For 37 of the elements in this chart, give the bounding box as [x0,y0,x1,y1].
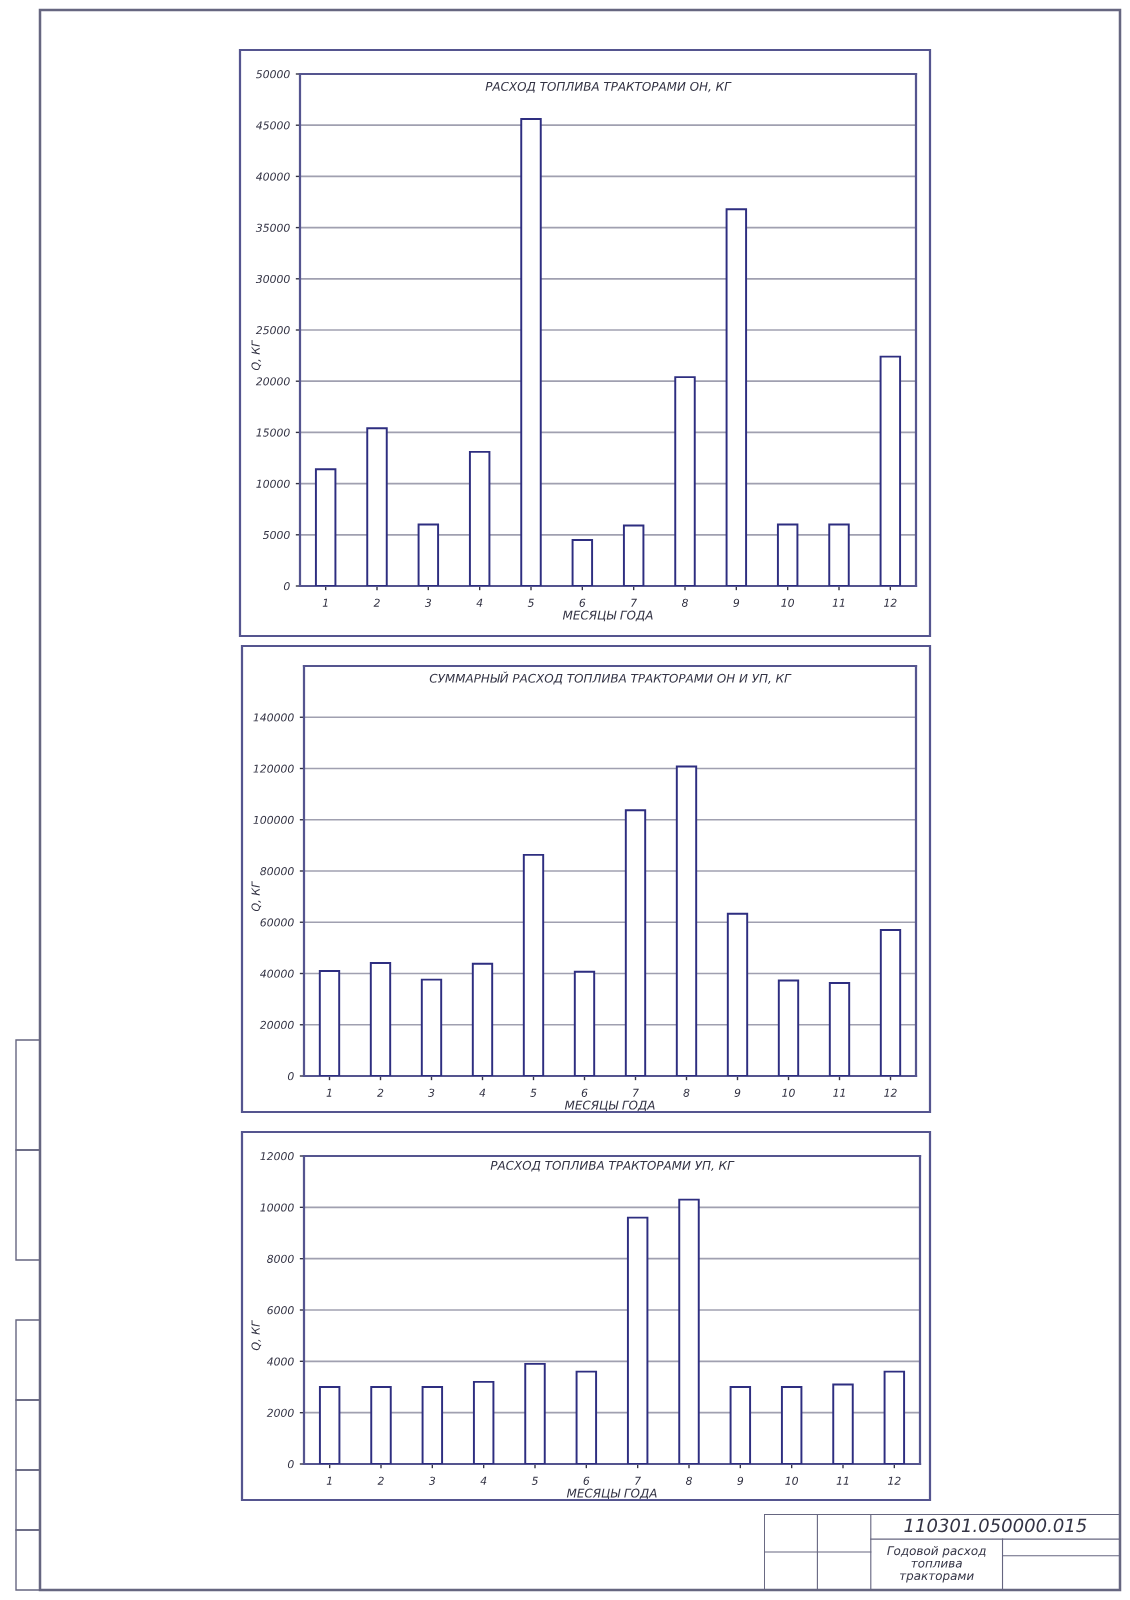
bar [318,969,341,1076]
bar [729,1386,752,1464]
bar [674,376,696,586]
bar [520,118,542,586]
bar [777,979,800,1076]
text: 110301.050000.015 [904,1518,1087,1533]
bar [675,765,698,1076]
bar [314,468,337,586]
bar [471,962,494,1076]
bar [832,1383,854,1464]
bar [571,538,594,586]
bar [472,1380,495,1464]
bar [780,1386,803,1464]
bar [366,427,388,586]
bar [522,853,545,1076]
bar [575,1370,598,1464]
bar [622,524,645,586]
bar [879,928,902,1076]
bar [369,962,392,1076]
bar [468,450,491,586]
bar [828,523,850,586]
bar [573,970,596,1076]
bar [726,912,749,1076]
bar [776,523,799,586]
bar [828,982,851,1076]
bar [626,1216,649,1464]
bar [678,1198,700,1464]
bar [725,208,748,586]
bar [883,1370,906,1464]
bar [524,1362,546,1464]
bar [624,809,647,1076]
bar [318,1386,341,1464]
bar [420,978,443,1076]
bar [421,1386,444,1464]
bar [417,523,440,586]
bar [370,1386,392,1464]
bar [879,355,902,586]
